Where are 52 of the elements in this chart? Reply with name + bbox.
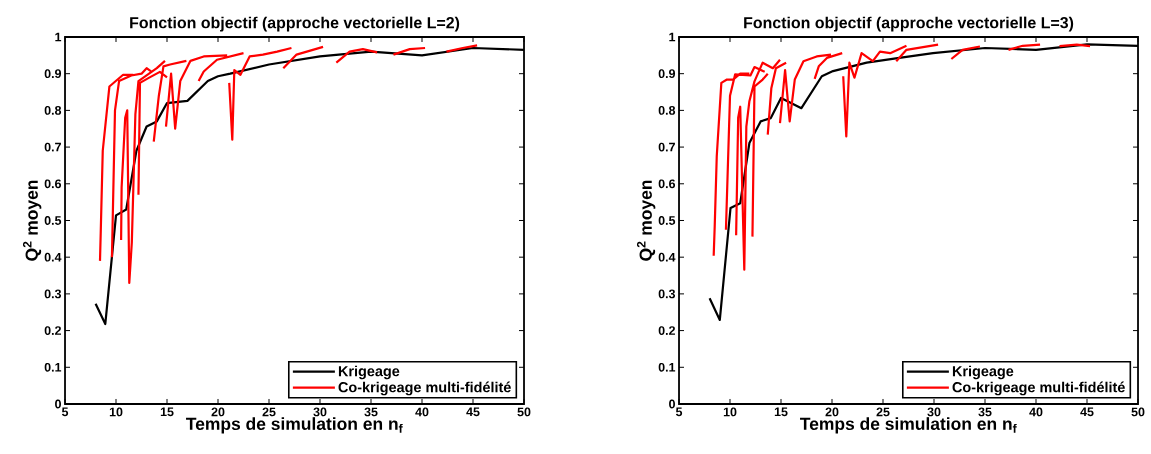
y-tick-label: 0.6 (44, 179, 62, 189)
x-tick-label: 40 (415, 407, 429, 417)
x-tick-label: 15 (774, 407, 788, 417)
legend-label: Co-krigeage multi-fidélité (338, 381, 511, 396)
y-tick-label: 0.3 (658, 289, 676, 299)
x-tick-label: 10 (723, 407, 737, 417)
y-tick-label: 0.2 (658, 326, 675, 335)
y-tick-label: 0 (669, 399, 675, 409)
y-tick-label: 0.4 (658, 252, 676, 262)
y-axis-title: Q$^{2}$ moyen (636, 180, 656, 261)
x-tick-label: 35 (364, 407, 378, 417)
y-tick-label: 0.8 (658, 105, 676, 115)
x-tick-label: 20 (211, 407, 225, 417)
y-tick-label: 0.9 (658, 69, 676, 79)
y-tick-label: 0.2 (44, 326, 61, 335)
y-tick-label: 1 (55, 32, 62, 42)
x-tick-label: 50 (1131, 407, 1145, 417)
y-tick-label: 0.7 (658, 142, 675, 152)
y-tick-label: 0.3 (44, 289, 62, 299)
x-tick-label: 15 (160, 407, 174, 417)
y-tick-label: 1 (669, 32, 676, 42)
x-tick-label: 35 (978, 407, 992, 417)
y-tick-label: 0 (55, 399, 61, 409)
x-tick-label: 25 (876, 407, 890, 417)
x-tick-label: 25 (262, 407, 276, 417)
y-tick-label: 0.8 (44, 105, 62, 115)
x-tick-label: 30 (313, 407, 327, 417)
y-tick-label: 0.1 (44, 362, 62, 372)
x-tick-label: 10 (109, 407, 123, 417)
x-tick-label: 40 (1029, 407, 1043, 417)
y-tick-label: 0.4 (44, 252, 62, 262)
x-tick-label: 5 (61, 407, 69, 417)
x-tick-label: 30 (927, 407, 941, 417)
chart-title: Fonction objectif (approche vectorielle L=2) (130, 16, 460, 32)
y-tick-label: 0.5 (44, 216, 62, 225)
legend-label: Krigeage (338, 365, 400, 380)
y-tick-label: 0.7 (44, 142, 61, 152)
y-tick-label: 0.1 (658, 362, 676, 372)
x-axis-title: Temps de simulation en n$_{f}$ (186, 417, 403, 434)
x-tick-label: 50 (517, 407, 531, 417)
x-tick-label: 45 (1080, 407, 1094, 417)
y-axis-title: Q$^{2}$ moyen (22, 180, 42, 261)
chart-title: Fonction objectif (approche vectorielle L=3) (744, 16, 1074, 32)
x-tick-label: 45 (466, 407, 480, 417)
y-tick-label: 0.9 (44, 69, 62, 79)
y-tick-label: 0.6 (658, 179, 676, 189)
x-axis-title: Temps de simulation en n$_{f}$ (800, 417, 1017, 434)
legend-label: Krigeage (952, 365, 1014, 380)
x-tick-label: 5 (675, 407, 683, 417)
legend-label: Co-krigeage multi-fidélité (952, 381, 1125, 396)
y-tick-label: 0.5 (658, 216, 676, 225)
x-tick-label: 20 (825, 407, 839, 417)
